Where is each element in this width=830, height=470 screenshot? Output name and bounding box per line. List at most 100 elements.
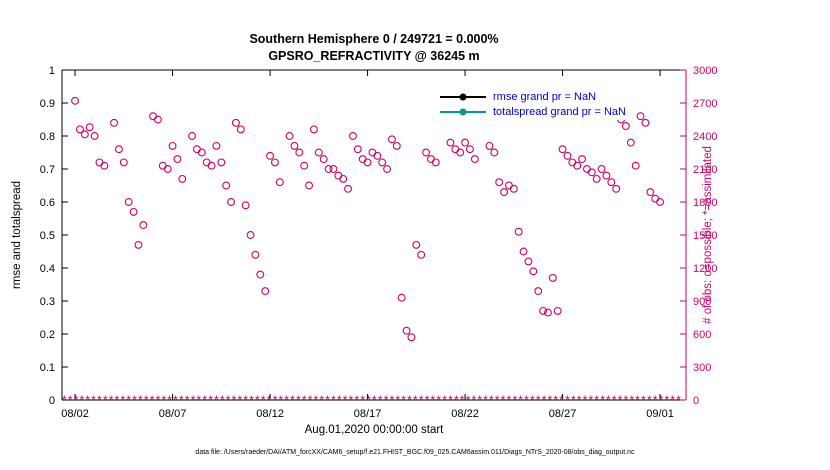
assimilated-obs-marker: * (126, 393, 131, 407)
possible-obs-point (80, 130, 89, 139)
possible-obs-point (392, 141, 401, 150)
chart-title-line2: GPSRO_REFRACTIVITY @ 36245 m (268, 49, 480, 63)
right-tick-label: 1200 (693, 263, 717, 275)
legend-entry: rmse grand pr = NaN (440, 89, 626, 104)
left-tick-label: 0.1 (40, 362, 55, 374)
possible-obs-point (300, 161, 309, 170)
left-tick-label: 0.9 (40, 98, 55, 110)
possible-obs-point (246, 231, 255, 239)
possible-obs-point (163, 165, 172, 173)
assimilated-obs-marker: * (665, 393, 670, 407)
possible-obs-point (563, 151, 572, 160)
possible-obs-point (539, 306, 548, 315)
possible-obs-point (407, 333, 416, 342)
possible-obs-point (188, 132, 197, 140)
left-tick-label: 1 (49, 65, 55, 77)
possible-obs-point (168, 141, 177, 150)
left-tick-label: 0.8 (40, 131, 55, 143)
assimilated-obs-marker: * (518, 393, 523, 407)
assimilated-obs-marker: * (62, 393, 67, 407)
possible-obs-point (319, 155, 328, 164)
left-tick-label: 0.5 (40, 230, 55, 242)
assimilated-obs-marker: * (302, 393, 307, 407)
legend-entry: totalspread grand pr = NaN (440, 104, 626, 119)
possible-obs-point (602, 171, 611, 180)
assimilated-obs-marker: * (401, 393, 406, 407)
assimilated-obs-marker: * (594, 393, 599, 407)
assimilated-obs-marker: * (255, 393, 260, 407)
possible-obs-point (524, 257, 533, 266)
left-tick-label: 0.7 (40, 164, 55, 176)
assimilated-obs-marker: * (115, 393, 120, 407)
possible-obs-point (217, 158, 226, 167)
possible-obs-point (192, 145, 201, 154)
right-tick-label: 1800 (693, 197, 717, 209)
assimilated-obs-marker: * (425, 393, 430, 407)
assimilated-obs-marker: * (290, 393, 295, 407)
assimilated-obs-marker: * (138, 393, 143, 407)
assimilated-obs-marker: * (571, 393, 576, 407)
assimilated-obs-marker: * (676, 393, 681, 407)
possible-obs-point (397, 293, 406, 302)
assimilated-obs-marker: * (384, 393, 389, 407)
possible-obs-point (368, 148, 377, 157)
possible-obs-point (348, 132, 357, 140)
possible-obs-point (90, 132, 99, 140)
possible-obs-point (173, 155, 182, 164)
possible-obs-point (75, 125, 84, 134)
x-tick-label: 08/12 (256, 408, 284, 420)
assimilated-obs-marker: * (179, 393, 184, 407)
possible-obs-point (290, 141, 299, 150)
assimilated-obs-marker: * (314, 393, 319, 407)
possible-obs-point (500, 188, 509, 197)
possible-obs-point (534, 287, 543, 296)
assimilated-obs-marker: * (583, 393, 588, 407)
legend-label: totalspread grand pr = NaN (493, 105, 626, 118)
possible-obs-point (295, 148, 304, 157)
assimilated-obs-marker: * (577, 393, 582, 407)
assimilated-obs-marker: * (436, 393, 441, 407)
assimilated-obs-marker: * (559, 393, 564, 407)
possible-obs-point (149, 112, 158, 121)
possible-obs-point (509, 184, 518, 193)
assimilated-obs-marker: * (349, 393, 354, 407)
assimilated-obs-marker: * (319, 393, 324, 407)
assimilated-obs-marker: * (378, 393, 383, 407)
assimilated-obs-marker: * (483, 393, 488, 407)
assimilated-obs-marker: * (202, 393, 207, 407)
possible-obs-point (465, 145, 474, 154)
x-tick-label: 08/17 (354, 408, 382, 420)
assimilated-obs-marker: * (325, 393, 330, 407)
assimilated-obs-marker: * (477, 393, 482, 407)
possible-obs-point (626, 138, 635, 147)
possible-obs-point (607, 178, 616, 187)
assimilated-obs-marker: * (308, 393, 313, 407)
possible-obs-point (285, 132, 294, 140)
assimilated-obs-marker: * (273, 393, 278, 407)
legend-label: rmse grand pr = NaN (493, 90, 597, 103)
assimilated-obs-marker: * (413, 393, 418, 407)
possible-obs-point (202, 158, 211, 167)
possible-obs-point (485, 141, 494, 150)
assimilated-obs-marker: * (542, 393, 547, 407)
assimilated-obs-marker: * (284, 393, 289, 407)
assimilated-obs-marker: * (589, 393, 594, 407)
assimilated-obs-marker: * (173, 393, 178, 407)
assimilated-obs-marker: * (501, 393, 506, 407)
assimilated-obs-marker: * (618, 393, 623, 407)
possible-obs-point (236, 125, 245, 134)
left-tick-label: 0.4 (40, 263, 55, 275)
possible-obs-point (636, 112, 645, 121)
possible-obs-point (417, 250, 426, 259)
assimilated-obs-marker: * (600, 393, 605, 407)
possible-obs-point (495, 178, 504, 187)
possible-obs-markers (71, 96, 665, 342)
possible-obs-point (71, 96, 80, 105)
assimilated-obs-marker: * (68, 393, 73, 407)
possible-obs-point (119, 158, 128, 167)
x-tick-label: 08/22 (451, 408, 479, 420)
assimilated-obs-marker: * (343, 393, 348, 407)
possible-obs-point (324, 165, 333, 173)
possible-obs-point (548, 273, 557, 282)
